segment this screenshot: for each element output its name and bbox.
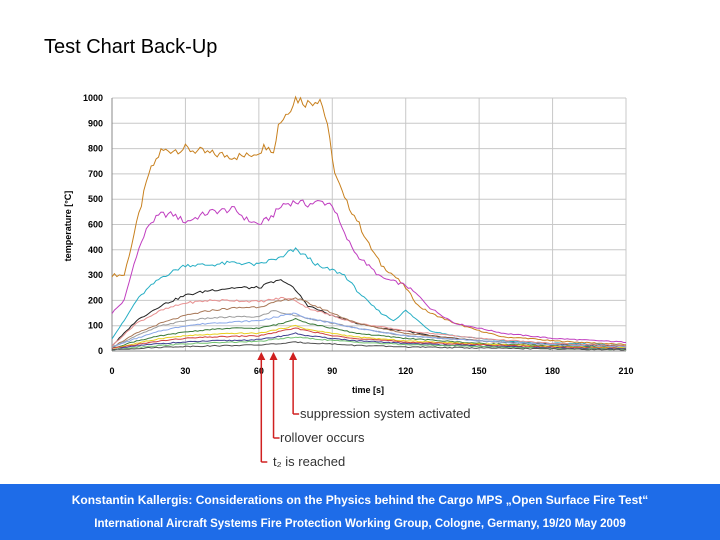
x-tick-label-2: 60 xyxy=(254,366,264,376)
y-tick-label-2: 200 xyxy=(88,295,103,305)
y-tick-label-4: 400 xyxy=(88,245,103,255)
x-tick-label-4: 120 xyxy=(398,366,413,376)
x-tick-label-7: 210 xyxy=(618,366,633,376)
series-line-1 xyxy=(111,95,627,346)
series-line-10 xyxy=(111,324,627,349)
y-axis-label: temperature [°C] xyxy=(63,191,73,262)
y-tick-label-8: 800 xyxy=(88,144,103,154)
x-tick-label-5: 150 xyxy=(472,366,487,376)
x-tick-label-3: 90 xyxy=(327,366,337,376)
footer-event-line: International Aircraft Systems Fire Prot… xyxy=(94,518,626,530)
annotation-rollover: rollover occurs xyxy=(280,430,365,445)
footer-author-line: Konstantin Kallergis: Considerations on … xyxy=(71,493,649,507)
series-line-9 xyxy=(111,317,626,350)
x-tick-label-6: 180 xyxy=(545,366,560,376)
series-line-8 xyxy=(111,312,627,349)
y-tick-labels: 0 100 200 300 400 600 500 700 800 900 1000 xyxy=(83,93,103,356)
annotation-arrows xyxy=(257,352,300,463)
x-axis-label: time [s] xyxy=(352,385,384,395)
chart-series xyxy=(111,95,627,351)
y-tick-label-3: 300 xyxy=(88,270,103,280)
annotation-arrow-line-1 xyxy=(272,359,280,439)
y-tick-label-10: 1000 xyxy=(83,93,103,103)
chart-grid xyxy=(111,97,627,352)
y-tick-label-1: 100 xyxy=(88,321,103,331)
y-tick-label-0: 0 xyxy=(98,346,103,356)
slide-title: Test Chart Back-Up xyxy=(44,36,218,58)
x-tick-label-1: 30 xyxy=(180,366,190,376)
annotation-t2: t₂ is reached xyxy=(273,454,346,469)
temperature-chart: 0 30 60 90 120 150 180 210 0 100 200 300 400 600 500 7… xyxy=(63,93,634,463)
series-line-14 xyxy=(111,341,627,351)
footer-bar: Konstantin Kallergis: Considerations on … xyxy=(0,484,720,540)
annotation-suppression: suppression system activated xyxy=(300,406,471,421)
x-tick-label-0: 0 xyxy=(109,366,114,376)
series-line-2 xyxy=(111,199,626,343)
annotation-arrow-head-2 xyxy=(257,352,266,360)
annotation-arrow-line-0 xyxy=(292,359,300,415)
series-line-11 xyxy=(111,327,627,350)
y-tick-label-9: 900 xyxy=(88,118,103,128)
annotation-arrow-line-2 xyxy=(260,359,268,463)
y-tick-label-6: 500 xyxy=(88,194,103,204)
y-tick-label-7: 700 xyxy=(88,169,103,179)
annotation-arrow-head-1 xyxy=(269,352,278,360)
annotation-arrow-head-0 xyxy=(289,352,298,360)
series-line-4 xyxy=(111,279,627,347)
y-tick-label-5: 600 xyxy=(88,220,103,230)
x-tick-labels: 0 30 60 90 120 150 180 210 xyxy=(109,366,633,376)
